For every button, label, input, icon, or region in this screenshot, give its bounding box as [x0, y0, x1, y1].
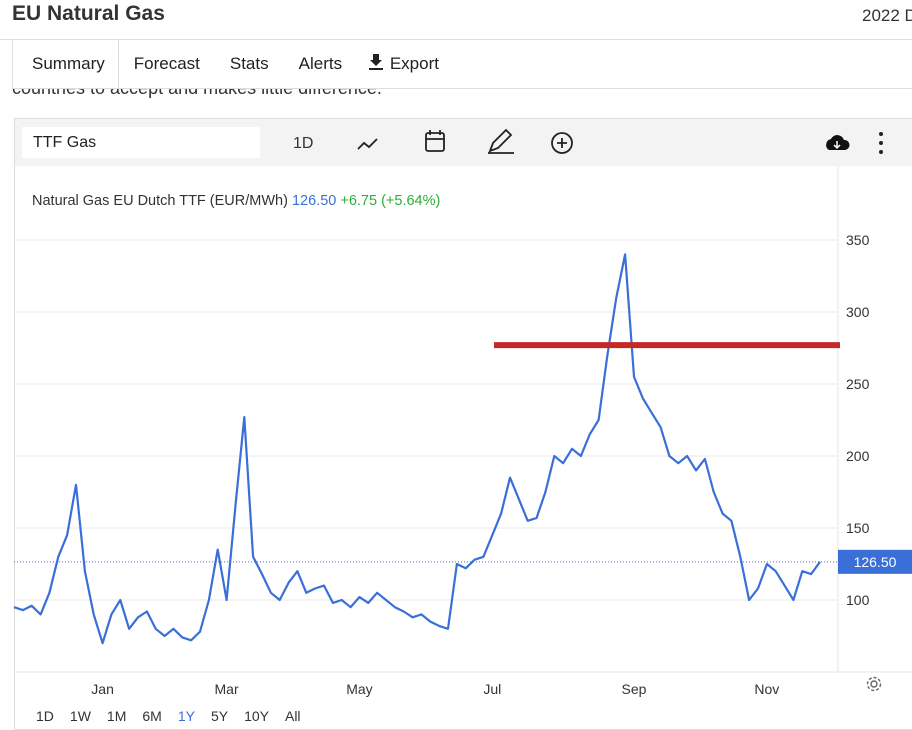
line-chart-icon[interactable]	[357, 138, 378, 150]
range-button[interactable]: All	[284, 708, 301, 724]
date: 2022 D	[862, 6, 912, 25]
toolbar-icons	[357, 128, 573, 154]
add-icon-cross	[557, 138, 567, 148]
range-button[interactable]: 1M	[106, 708, 127, 724]
tab[interactable]: Alerts	[298, 54, 343, 73]
pencil-icon[interactable]	[488, 128, 514, 154]
y-tick-label: 350	[846, 232, 870, 248]
x-tick-label: Nov	[754, 681, 779, 697]
x-tick-label: Sep	[622, 681, 647, 697]
range-bar: 1D 1W 1M 6M 1Y 5Y 10Y All	[36, 708, 301, 724]
range-button[interactable]: 1Y	[177, 708, 195, 724]
y-tick-label: 200	[846, 448, 870, 464]
y-tick-label: 250	[846, 376, 870, 392]
last-price: 126.50	[292, 193, 336, 209]
last-price-label: 126.50	[854, 554, 897, 570]
export-label: Export	[389, 54, 439, 73]
calendar-icon[interactable]	[425, 132, 445, 152]
price-change: +6.75 (+5.64%)	[340, 193, 440, 209]
y-tick-label: 150	[846, 520, 870, 536]
range-button[interactable]: 5Y	[210, 708, 229, 724]
price-line	[13, 253, 821, 645]
settings-icon[interactable]	[866, 676, 882, 692]
add-icon[interactable]	[551, 132, 573, 154]
calendar-detail	[426, 130, 444, 140]
menu-icon[interactable]	[879, 132, 883, 154]
last-price-badge	[838, 549, 912, 574]
chart-title: Natural Gas EU Dutch TTF (EUR/MWh) 126.5…	[32, 193, 440, 209]
interval-button[interactable]: 1D	[293, 135, 314, 152]
export-button[interactable]: Export	[357, 40, 454, 88]
range-button[interactable]: 10Y	[244, 708, 269, 724]
cloud-download-icon[interactable]	[826, 135, 850, 150]
cloud-arrow	[833, 141, 841, 150]
x-tick-label: May	[346, 681, 372, 697]
range-button[interactable]: 6M	[142, 708, 162, 724]
tab[interactable]: Summary	[12, 40, 119, 88]
symbol-input[interactable]: TTF Gas	[22, 127, 260, 158]
x-tick-label: Jan	[91, 681, 114, 697]
y-tick-label: 300	[846, 304, 870, 320]
range-button[interactable]: 1D	[36, 708, 54, 724]
download-icon	[369, 54, 384, 70]
tab[interactable]: Stats	[229, 54, 269, 73]
tab-bar: Summary Forecast Stats Alerts Export	[12, 40, 912, 89]
x-tick-label: Jul	[483, 681, 501, 697]
range-button[interactable]: 1W	[69, 708, 91, 724]
x-tick-label: Mar	[215, 681, 239, 697]
page-title: EU Natural Gas	[12, 2, 165, 25]
tab[interactable]: Forecast	[133, 54, 200, 73]
series-name: Natural Gas EU Dutch TTF (EUR/MWh)	[32, 193, 288, 209]
divider	[0, 39, 912, 40]
y-tick-label: 100	[846, 592, 870, 608]
